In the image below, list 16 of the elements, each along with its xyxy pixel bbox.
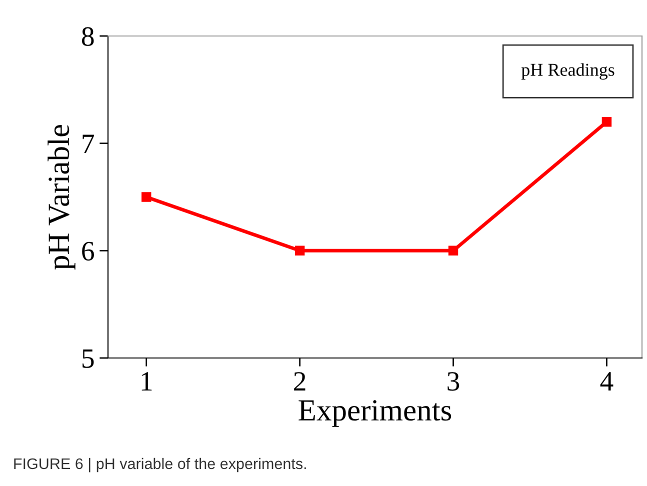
point: [142, 192, 152, 202]
point: [448, 246, 458, 256]
y-tick-label: 6: [82, 242, 94, 261]
x-tick-label: 4: [600, 372, 614, 390]
x-tick-label: 1: [142, 372, 152, 390]
y-axis-title: pH Variable: [48, 124, 76, 270]
x-tick-label: 3: [448, 372, 460, 391]
y-tick-label: 5: [82, 349, 94, 368]
y-tick-label: 8: [82, 27, 94, 46]
caption: FIGURE 6 | pH variable of the experiments.: [14, 458, 306, 472]
x-axis-title: Experiments: [298, 400, 452, 427]
text: pH Readings: [521, 63, 614, 80]
point: [294, 246, 305, 256]
x-tick-label: 2: [294, 372, 306, 390]
y-tick-label: 7: [82, 134, 94, 153]
point: [602, 117, 612, 127]
